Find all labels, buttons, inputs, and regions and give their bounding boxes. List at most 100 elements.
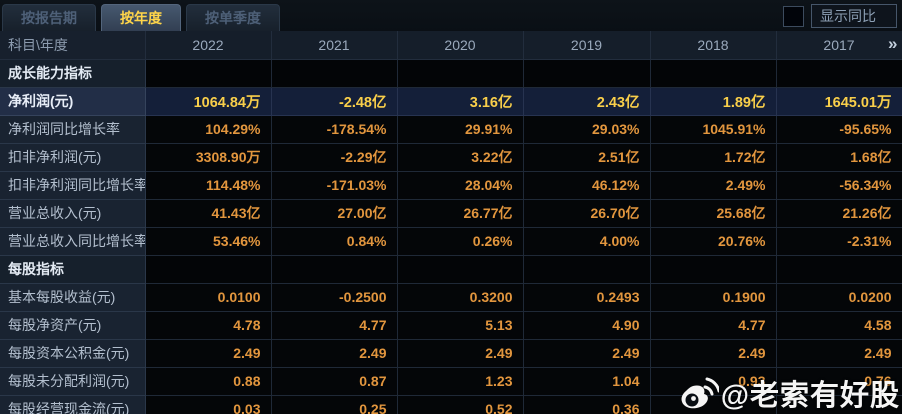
value-cell: [775, 254, 902, 284]
value-cell: 0.0200: [775, 282, 902, 312]
tab-by-single-quarter[interactable]: 按单季度: [186, 4, 280, 31]
value-cell: 0.87: [270, 366, 398, 396]
table-row: 营业总收入同比增长率 53.46% 0.84% 0.26% 4.00% 20.76% -2.…: [0, 226, 902, 256]
value-cell: 1645.01万: [775, 86, 902, 116]
value-cell: 0.26%: [396, 226, 524, 256]
value-cell: 2.49: [649, 338, 777, 368]
row-label: 每股经营现金流(元): [0, 394, 146, 414]
year-header-2022[interactable]: 2022: [144, 31, 272, 60]
value-cell: 0.3200: [396, 282, 524, 312]
year-header-2021[interactable]: 2021: [270, 31, 398, 60]
value-cell: [649, 254, 777, 284]
value-cell: 0.52: [396, 394, 524, 414]
table-row: 每股资本公积金(元) 2.49 2.49 2.49 2.49 2.49 2.49: [0, 338, 902, 368]
value-cell: 0.1900: [649, 282, 777, 312]
value-cell: [775, 394, 902, 414]
row-label: 净利润同比增长率: [0, 114, 146, 144]
value-cell: 0.0100: [144, 282, 272, 312]
value-cell: 0.76: [775, 366, 902, 396]
year-header-2018[interactable]: 2018: [649, 31, 777, 60]
value-cell: 3.22亿: [396, 142, 524, 172]
row-label: 扣非净利润(元): [0, 142, 146, 172]
value-cell: [396, 58, 524, 88]
row-label: 每股未分配利润(元): [0, 366, 146, 396]
value-cell: -2.31%: [775, 226, 902, 256]
value-cell: 2.49: [396, 338, 524, 368]
value-cell: -95.65%: [775, 114, 902, 144]
value-cell: 1.04: [522, 366, 651, 396]
value-cell: 26.70亿: [522, 198, 651, 228]
value-cell: 2.49: [270, 338, 398, 368]
corner-header: 科目\年度: [0, 31, 146, 60]
table-row: 每股未分配利润(元) 0.88 0.87 1.23 1.04 0.93 0.76: [0, 366, 902, 396]
financial-indicators-table: 科目\年度 2022 2021 2020 2019 2018 2017 » 成长…: [0, 31, 902, 414]
value-cell: 1064.84万: [144, 86, 272, 116]
year-header-2020[interactable]: 2020: [396, 31, 524, 60]
value-cell: 2.49: [775, 338, 902, 368]
value-cell: 25.68亿: [649, 198, 777, 228]
value-cell: 27.00亿: [270, 198, 398, 228]
value-cell: 114.48%: [144, 170, 272, 200]
more-columns-icon[interactable]: »: [888, 34, 898, 53]
value-cell: -56.34%: [775, 170, 902, 200]
row-label: 营业总收入同比增长率: [0, 226, 146, 256]
year-header-2017[interactable]: 2017 »: [775, 31, 902, 60]
table-body: 成长能力指标 净利润(元) 1064.84万 -2.48亿 3.16亿 2.43亿 1.89…: [0, 58, 902, 414]
show-yoy-label[interactable]: 显示同比: [811, 4, 897, 28]
value-cell: 3.16亿: [396, 86, 524, 116]
value-cell: 0.88: [144, 366, 272, 396]
row-label: 净利润(元): [0, 86, 146, 116]
value-cell: 20.76%: [649, 226, 777, 256]
value-cell: 0.84%: [270, 226, 398, 256]
value-cell: 1.72亿: [649, 142, 777, 172]
tab-by-report-period[interactable]: 按报告期: [2, 4, 96, 31]
value-cell: 4.58: [775, 310, 902, 340]
value-cell: [396, 254, 524, 284]
value-cell: 4.77: [649, 310, 777, 340]
value-cell: 0.36: [522, 394, 651, 414]
period-tabbar: 按报告期 按年度 按单季度 显示同比: [0, 0, 902, 31]
value-cell: [144, 58, 272, 88]
tab-by-year[interactable]: 按年度: [101, 4, 181, 31]
value-cell: 1.68亿: [775, 142, 902, 172]
value-cell: [649, 58, 777, 88]
row-label: 每股净资产(元): [0, 310, 146, 340]
value-cell: 1045.91%: [649, 114, 777, 144]
value-cell: 26.77亿: [396, 198, 524, 228]
row-label: 营业总收入(元): [0, 198, 146, 228]
show-yoy-checkbox[interactable]: [783, 5, 804, 27]
value-cell: 21.26亿: [775, 198, 902, 228]
table-row: 每股净资产(元) 4.78 4.77 5.13 4.90 4.77 4.58: [0, 310, 902, 340]
value-cell: 1.23: [396, 366, 524, 396]
value-cell: [144, 254, 272, 284]
row-label: 每股指标: [0, 254, 146, 284]
row-label: 每股资本公积金(元): [0, 338, 146, 368]
row-label: 扣非净利润同比增长率: [0, 170, 146, 200]
value-cell: 2.51亿: [522, 142, 651, 172]
year-header-2017-label: 2017: [823, 36, 855, 53]
row-label: 基本每股收益(元): [0, 282, 146, 312]
yoy-controls: 显示同比: [783, 4, 902, 31]
value-cell: 4.77: [270, 310, 398, 340]
table-row: 基本每股收益(元) 0.0100 -0.2500 0.3200 0.2493 0.1900…: [0, 282, 902, 312]
section-header-row: 成长能力指标: [0, 58, 902, 88]
value-cell: 29.03%: [522, 114, 651, 144]
value-cell: 104.29%: [144, 114, 272, 144]
value-cell: 1.89亿: [649, 86, 777, 116]
value-cell: 4.78: [144, 310, 272, 340]
value-cell: 4.90: [522, 310, 651, 340]
row-label: 成长能力指标: [0, 58, 146, 88]
table-row: 每股经营现金流(元) 0.03 0.25 0.52 0.36: [0, 394, 902, 414]
value-cell: 5.13: [396, 310, 524, 340]
value-cell: -171.03%: [270, 170, 398, 200]
value-cell: [775, 58, 902, 88]
year-header-2019[interactable]: 2019: [522, 31, 651, 60]
table-row: 净利润(元) 1064.84万 -2.48亿 3.16亿 2.43亿 1.89亿 1645.…: [0, 86, 902, 116]
value-cell: 46.12%: [522, 170, 651, 200]
value-cell: 0.2493: [522, 282, 651, 312]
value-cell: 0.03: [144, 394, 272, 414]
value-cell: 3308.90万: [144, 142, 272, 172]
section-header-row: 每股指标: [0, 254, 902, 284]
table-row: 扣非净利润同比增长率 114.48% -171.03% 28.04% 46.12% 2.4…: [0, 170, 902, 200]
value-cell: 2.49%: [649, 170, 777, 200]
